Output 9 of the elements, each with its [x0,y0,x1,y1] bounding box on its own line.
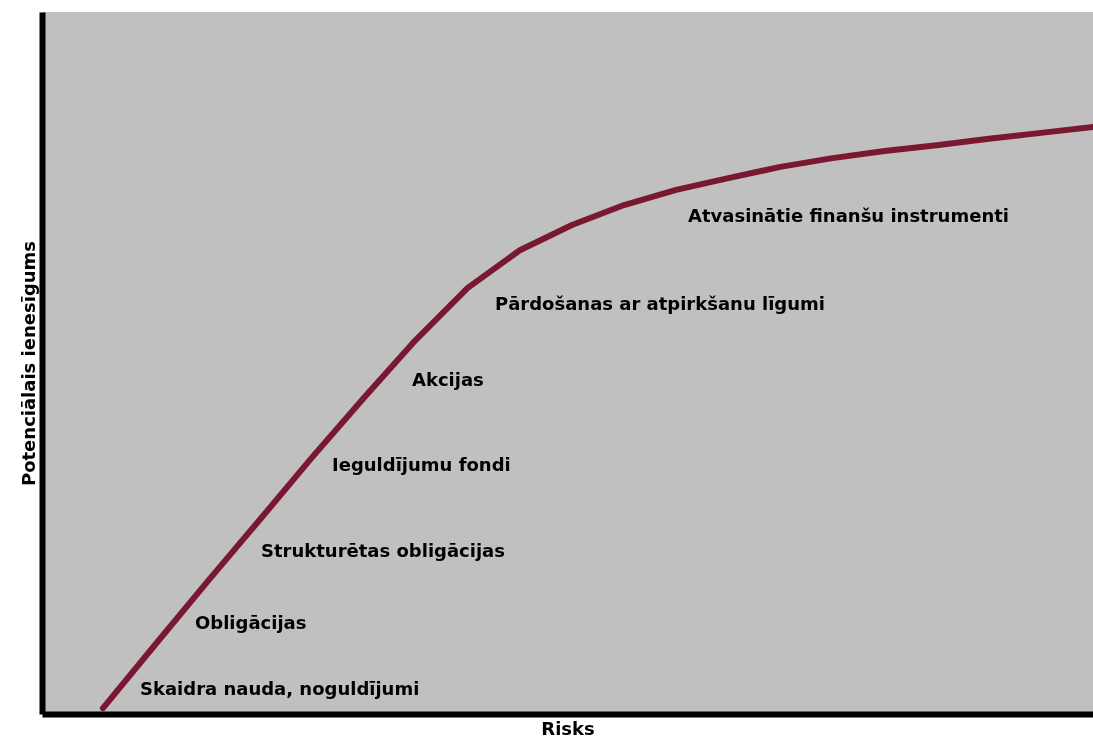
annotation: Strukturētas obligācijas [261,540,505,561]
annotation: Pārdošanas ar atpirkšanu līgumi [495,293,825,314]
y-axis-title: Potenciālais ienesīgums [17,240,39,487]
annotation: Ieguldījumu fondi [332,454,511,475]
x-axis-title: Risks [541,717,595,739]
annotation: Obligācijas [195,612,307,633]
annotation: Akcijas [412,369,484,390]
annotation: Atvasinātie finanšu instrumenti [688,205,1009,226]
annotation: Skaidra nauda, noguldījumi [140,678,420,699]
